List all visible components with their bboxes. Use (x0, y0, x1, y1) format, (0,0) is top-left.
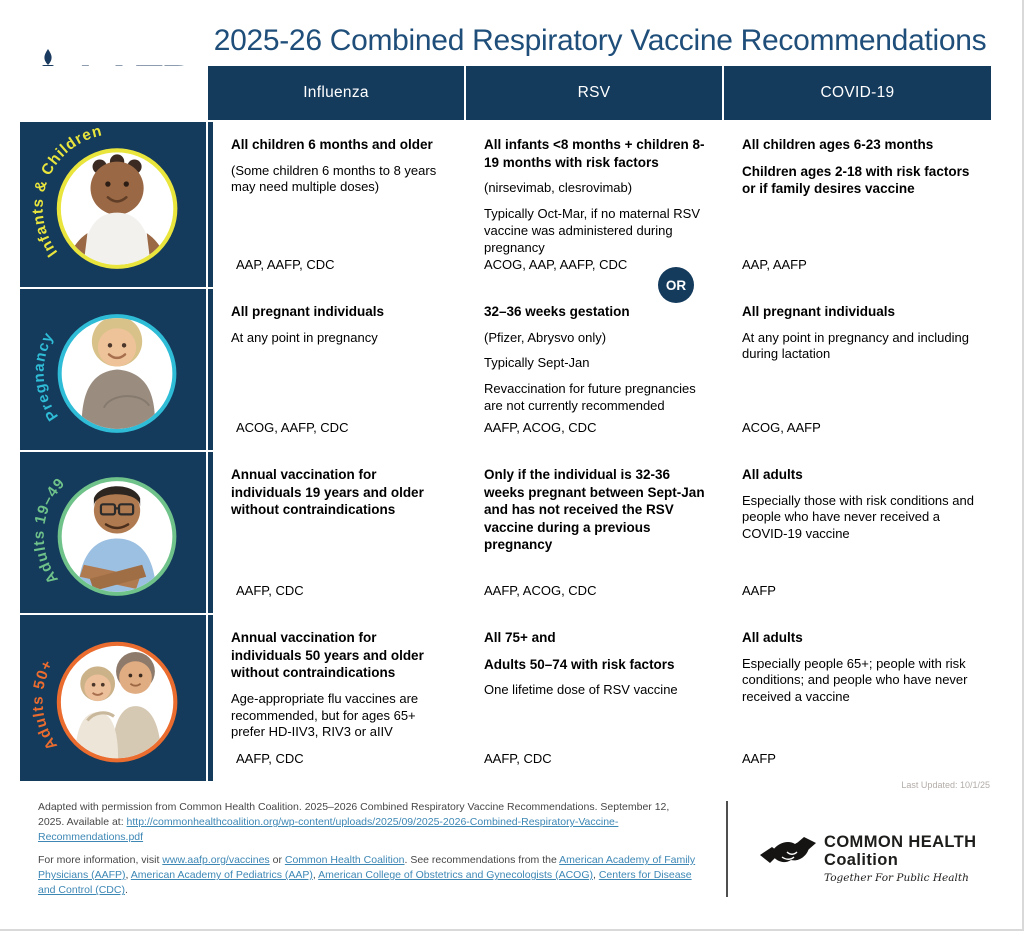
aap-link[interactable]: American Academy of Pediatrics (AAP) (130, 869, 313, 882)
org-endorsements: ACOG, AAFP (742, 420, 821, 436)
row-label-pregnancy: Pregnancy (31, 329, 61, 424)
row-photo-adults-19-49: Adults 19–49 (20, 452, 206, 613)
vaccine-table: Influenza RSV COVID-19 Infants & Childre… (20, 66, 991, 781)
cell-text: Revaccination for future pregnancies are… (484, 381, 696, 414)
cell-text: At any point in pregnancy (231, 329, 378, 345)
org-endorsements: AAP, AAFP, CDC (236, 257, 335, 273)
cell-text: All pregnant individuals (231, 304, 385, 319)
last-updated-label: Last Updated: 10/1/25 (901, 780, 990, 790)
org-endorsements: AAFP, ACOG, CDC (484, 420, 597, 436)
cell-text: Typically Oct-Mar, if no maternal RSV va… (484, 205, 701, 255)
row-photo-adults-50-plus: Adults 50+ (20, 615, 206, 781)
cell-text: Annual vaccination for individuals 50 ye… (231, 630, 424, 681)
cell-rsv-adults-50-plus: All 75+ and Adults 50–74 with risk facto… (466, 615, 722, 781)
cell-text: Only if the individual is 32-36 weeks pr… (484, 467, 705, 553)
row-photo-pregnancy: Pregnancy (20, 289, 206, 450)
more-info-text: . (124, 884, 128, 897)
aafp-vaccines-link[interactable]: www.aafp.org/vaccines (162, 854, 270, 866)
org-endorsements: ACOG, AAP, AAFP, CDC (484, 257, 628, 273)
more-info-text: For more information, visit (38, 854, 163, 866)
chc-line2: Coalition (824, 851, 899, 870)
cell-text: Typically Sept-Jan (484, 355, 590, 371)
more-info-text: , (125, 869, 131, 882)
cell-covid-adults-50-plus: All adults Especially people 65+; people… (724, 615, 991, 781)
more-info-text: , (312, 869, 319, 882)
acog-link[interactable]: American College of Obstetrics and Gynec… (318, 869, 593, 882)
cell-text: (Pfizer, Abrysvo only) (484, 329, 607, 345)
more-info-text: or (269, 854, 285, 866)
cell-influenza-adults-50-plus: Annual vaccination for individuals 50 ye… (208, 615, 464, 781)
more-info-text: . See recommendations from the (404, 854, 560, 866)
cell-covid-adults-19-49: All adults Especially those with risk co… (724, 452, 991, 613)
org-endorsements: ACOG, AAFP, CDC (236, 420, 349, 436)
org-endorsements: AAFP (742, 583, 776, 599)
row-label-adults-50-plus: Adults 50+ (30, 657, 60, 753)
adults-19-49-photo: Adults 19–49 (31, 475, 177, 596)
cell-text: All children ages 6-23 months (742, 137, 934, 152)
cell-rsv-infants: All infants <8 months + children 8-19 mo… (466, 122, 722, 287)
handshake-icon (760, 837, 816, 863)
citation-paragraph: Adapted with permission from Common Heal… (38, 800, 698, 846)
cell-text: Adults 50–74 with risk factors (484, 656, 675, 672)
adults-50-plus-photo: Adults 50+ (30, 641, 178, 763)
cell-text: Especially those with risk conditions an… (742, 492, 974, 542)
common-health-coalition-logo: COMMON HEALTH Coalition Together For Pub… (760, 833, 976, 884)
cell-influenza-pregnancy: All pregnant individuals At any point in… (208, 289, 464, 450)
or-badge: OR (658, 267, 694, 303)
column-header-influenza: Influenza (208, 66, 464, 120)
cell-text: 32–36 weeks gestation (484, 304, 630, 319)
aafp-link[interactable]: American Academy of Family Physicians (A… (38, 854, 696, 882)
cell-influenza-adults-19-49: Annual vaccination for individuals 19 ye… (208, 452, 464, 613)
cell-text: (nirsevimab, clesrovimab) (484, 180, 633, 196)
column-header-covid: COVID-19 (724, 66, 991, 120)
cell-text: All children 6 months and older (231, 137, 433, 152)
org-endorsements: AAFP (742, 751, 776, 767)
more-info-text: , (593, 869, 599, 882)
org-endorsements: AAFP, CDC (236, 751, 304, 767)
cell-text: All infants <8 months + children 8-19 mo… (484, 137, 705, 170)
cell-text: All adults (742, 467, 803, 482)
cell-text: All adults (742, 630, 803, 645)
cell-influenza-infants: All children 6 months and older (Some ch… (208, 122, 464, 287)
common-health-coalition-link[interactable]: Common Health Coalition (284, 854, 405, 866)
svg-text:Adults 50+: Adults 50+ (30, 657, 61, 753)
footer-divider (726, 801, 728, 897)
cell-text: One lifetime dose of RSV vaccine (484, 682, 678, 698)
cell-text: (Some children 6 months to 8 years may n… (231, 162, 437, 195)
cell-rsv-pregnancy: 32–36 weeks gestation (Pfizer, Abrysvo o… (466, 289, 722, 450)
more-info-paragraph: For more information, visit www.aafp.org… (38, 853, 698, 899)
org-endorsements: AAFP, CDC (484, 751, 552, 767)
column-header-rsv: RSV (466, 66, 722, 120)
row-photo-infants-children: Infants & Children (20, 122, 206, 287)
citation-text: Adapted with permission from Common Heal… (38, 801, 670, 829)
pregnancy-photo: Pregnancy (31, 314, 177, 433)
chc-line1: COMMON HEALTH (824, 833, 977, 851)
infants-children-photo: Infants & Children (29, 122, 178, 269)
citation-pdf-link[interactable]: http://commonhealthcoalition.org/wp-cont… (38, 816, 619, 844)
cell-text: Especially people 65+; people with risk … (742, 655, 968, 705)
cell-text: Annual vaccination for individuals 19 ye… (231, 467, 424, 518)
cell-text: Age-appropriate flu vaccines are recomme… (231, 690, 419, 740)
cell-text: All 75+ and (484, 630, 556, 645)
cell-text: All pregnant individuals (742, 304, 896, 319)
cell-covid-infants: All children ages 6-23 months Children a… (724, 122, 991, 287)
org-endorsements: AAP, AAFP (742, 257, 807, 273)
cell-rsv-adults-19-49: Only if the individual is 32-36 weeks pr… (466, 452, 722, 613)
table-corner (20, 66, 206, 120)
chc-tagline: Together For Public Health (824, 872, 969, 885)
org-endorsements: AAFP, CDC (236, 583, 304, 599)
svg-text:Pregnancy: Pregnancy (31, 329, 62, 424)
cell-text: At any point in pregnancy and including … (742, 329, 969, 362)
org-endorsements: AAFP, ACOG, CDC (484, 583, 597, 599)
cdc-link[interactable]: Centers for Disease and Control (CDC) (38, 869, 692, 897)
cell-text: Children ages 2-18 with risk factors or … (742, 163, 970, 197)
page-title: 2025-26 Combined Respiratory Vaccine Rec… (213, 24, 987, 57)
chc-wordmark: COMMON HEALTH Coalition Together For Pub… (824, 833, 976, 884)
cell-covid-pregnancy: All pregnant individuals At any point in… (724, 289, 991, 450)
